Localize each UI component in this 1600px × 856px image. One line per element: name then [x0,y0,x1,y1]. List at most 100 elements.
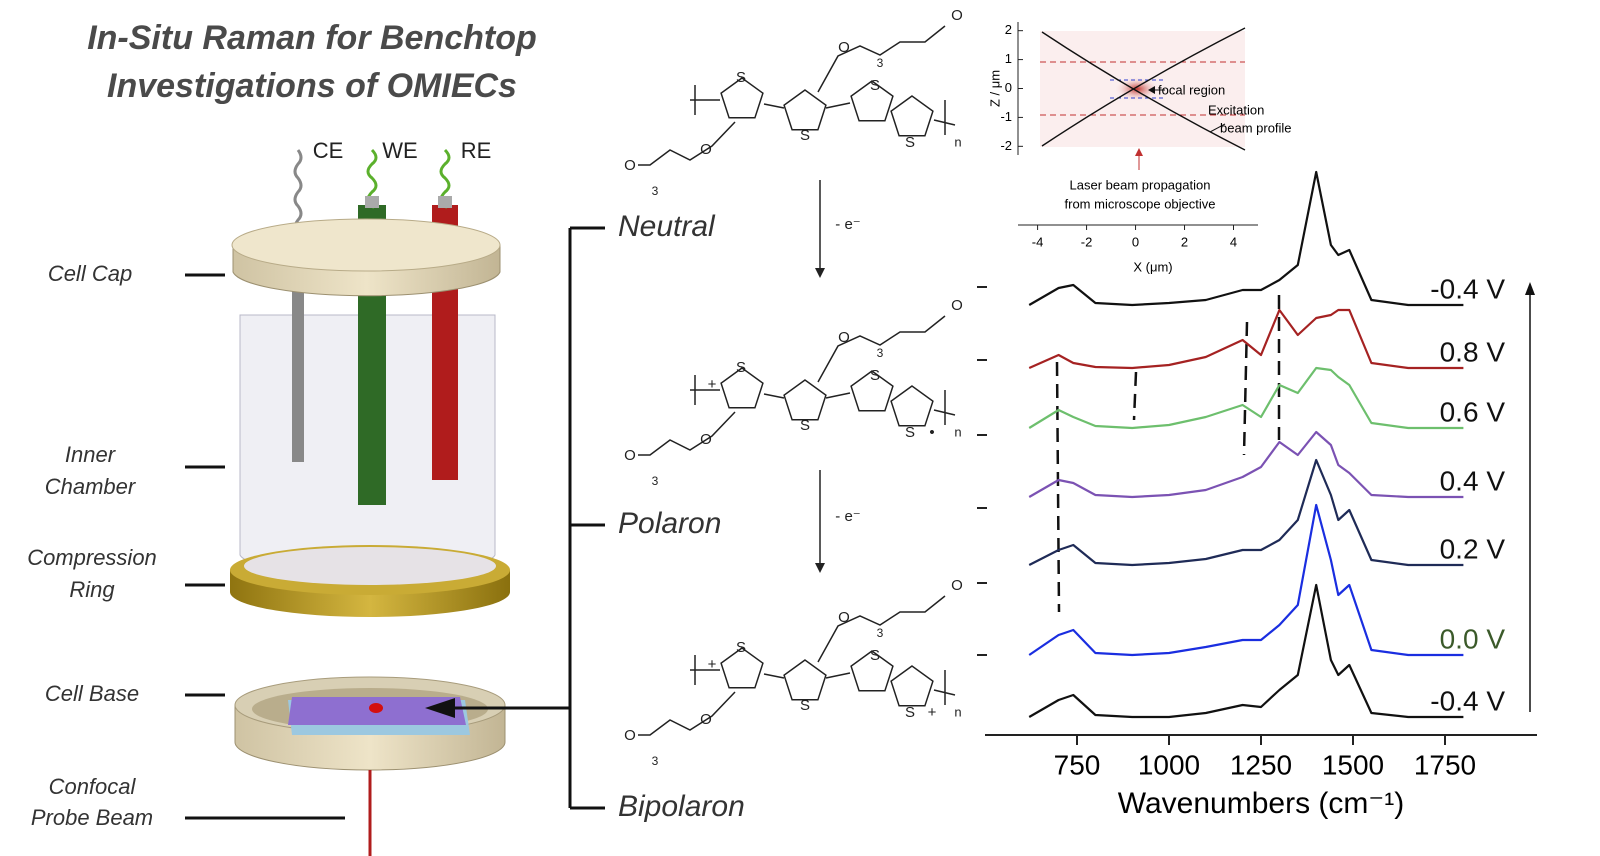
series-label: 0.4 V [1440,465,1506,496]
series-label: -0.4 V [1430,685,1505,716]
series-label: -0.4 V [1430,273,1505,304]
atom-label: O [838,39,850,56]
arrow-head [1525,282,1535,295]
atom-label: S [736,359,746,376]
ring [890,385,934,427]
electrode-label: WE [382,138,417,163]
atom-label: S [736,69,746,86]
spectrum [1028,503,1464,657]
spectrum [1028,366,1464,430]
x-axis-label: X (μm) [1133,259,1172,274]
ring [783,379,827,421]
ring [720,77,764,119]
charge-label: + [708,656,717,673]
part-label: Chamber [45,474,137,499]
atom-label: S [905,424,915,441]
atom-label: O [700,711,712,728]
part-label: Inner [65,442,117,467]
repeat-label: 3 [877,346,884,360]
ring [850,650,894,692]
ring [890,95,934,137]
x-tick-label: 1750 [1414,749,1476,780]
annotation: beam profile [1220,120,1292,135]
series-label: 0.8 V [1440,336,1506,367]
ring [720,647,764,689]
atom-label: S [736,639,746,656]
repeat-label: 3 [877,626,884,640]
y-tick-label: 1 [1005,51,1012,66]
repeat-label: n [954,134,961,149]
part-label: Cell Cap [48,261,132,286]
annotation: Excitation [1208,102,1264,117]
x-tick-label: 1250 [1230,749,1292,780]
step-label: - e⁻ [835,508,860,525]
ring [720,367,764,409]
annotation: focal region [1158,82,1225,97]
atom-label: O [624,157,636,174]
x-axis-label: Wavenumbers (cm⁻¹) [1118,787,1404,820]
title: Investigations of OMIECs [107,67,517,105]
x-tick-label: 2 [1181,234,1188,249]
atom-label: O [838,329,850,346]
ring [850,370,894,412]
atom-label: S [870,77,880,94]
cell-illustration [185,148,825,856]
x-tick-label: 0 [1132,234,1139,249]
part-label: Ring [69,577,115,602]
part-label: Probe Beam [31,805,153,830]
atom-label: S [870,367,880,384]
annotation: Laser beam propagation [1070,177,1211,192]
spectrum [1028,430,1464,499]
y-axis-ticks [977,286,987,656]
x-tick-label: -2 [1081,234,1093,249]
series-label: 0.2 V [1440,533,1506,564]
atom-label: O [951,297,963,314]
atom-label: S [800,697,810,714]
repeat-label: n [954,424,961,439]
state-label: Polaron [618,507,721,540]
spectrum [1028,308,1464,370]
step-label: - e⁻ [835,216,860,233]
atom-label: O [838,609,850,626]
charge-label: • [929,424,934,441]
ring [850,80,894,122]
ring [890,665,934,707]
inset-illustration [1040,27,1246,170]
atom-label: O [700,141,712,158]
y-tick-label: -1 [1000,109,1012,124]
bond [638,25,956,166]
atom-label: O [700,431,712,448]
atom-label: O [624,727,636,744]
x-tick-label: -4 [1032,234,1044,249]
x-tick-label: 4 [1230,234,1237,249]
repeat-label: 3 [652,474,659,488]
spectrum [1028,583,1464,719]
atom-label: O [951,577,963,594]
state-label: Bipolaron [618,790,745,823]
repeat-label: 3 [877,56,884,70]
ring [783,659,827,701]
ring [783,89,827,131]
atom-label: S [800,127,810,144]
charge-label: + [928,704,937,721]
part-label: Compression [27,545,157,570]
repeat-label: n [954,704,961,719]
repeat-label: 3 [652,754,659,768]
electrode-label: RE [461,138,492,163]
series-label: 0.0 V [1440,623,1506,654]
title: In-Situ Raman for Benchtop [87,19,537,57]
y-tick-label: 2 [1005,22,1012,37]
spectrum [1028,170,1464,307]
electrode-label: CE [313,138,344,163]
x-tick-label: 1000 [1138,749,1200,780]
y-axis-label: Z / μm [987,70,1002,107]
charge-label: + [708,376,717,393]
bond [638,595,956,736]
atom-label: S [905,134,915,151]
atom-label: S [800,417,810,434]
atom-label: O [951,7,963,24]
part-label: Cell Base [45,681,139,706]
state-label: Neutral [618,210,716,243]
series-label: 0.6 V [1440,396,1506,427]
